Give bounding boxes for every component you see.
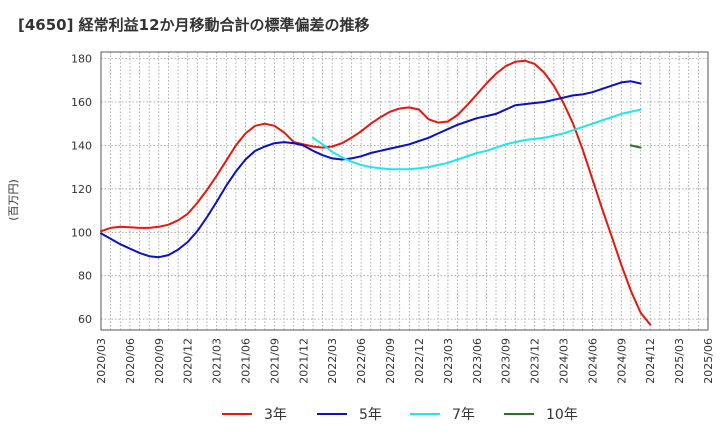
x-tick-label: 2025/06 <box>702 338 715 384</box>
legend: 3年 5年 7年 10年 <box>222 407 578 423</box>
x-tick-label: 2020/12 <box>182 338 195 384</box>
x-axis: 2020/03 2020/06 2020/09 2020/12 2021/03 2021/… <box>95 338 715 384</box>
y-tick-label: 140 <box>71 139 92 152</box>
x-tick-label: 2020/09 <box>153 338 166 384</box>
legend-label: 10年 <box>546 407 578 423</box>
series-line-1 <box>100 59 652 326</box>
legend-label: 7年 <box>452 407 475 423</box>
x-tick-label: 2024/06 <box>586 338 599 384</box>
x-tick-label: 2020/06 <box>124 338 137 384</box>
y-tick-label: 180 <box>71 53 92 66</box>
x-tick-label: 2023/03 <box>442 338 455 384</box>
y-axis: 60 80 100 120 140 160 180 <box>71 53 92 327</box>
x-tick-label: 2022/12 <box>413 338 426 384</box>
x-tick-label: 2022/06 <box>355 338 368 384</box>
series-lines <box>100 59 652 326</box>
x-tick-label: 2021/12 <box>297 338 310 384</box>
series-line-4 <box>629 144 642 149</box>
legend-label: 3年 <box>264 407 287 423</box>
x-tick-label: 2022/09 <box>384 338 397 384</box>
y-tick-label: 100 <box>71 226 92 239</box>
x-tick-label: 2024/12 <box>644 338 657 384</box>
x-tick-label: 2022/03 <box>326 338 339 384</box>
x-tick-label: 2024/03 <box>557 338 570 384</box>
x-tick-label: 2023/06 <box>471 338 484 384</box>
y-tick-label: 120 <box>71 183 92 196</box>
x-tick-label: 2021/09 <box>268 338 281 384</box>
x-tick-label: 2020/03 <box>95 338 108 384</box>
y-tick-label: 80 <box>78 270 92 283</box>
plot-area-frame <box>100 51 709 331</box>
series-line-2 <box>100 80 642 259</box>
x-tick-label: 2023/12 <box>529 338 542 384</box>
legend-label: 5年 <box>359 407 382 423</box>
series-line-3 <box>312 108 642 171</box>
x-tick-label: 2024/09 <box>615 338 628 384</box>
y-axis-label: (百万円) <box>7 179 20 221</box>
y-tick-label: 60 <box>78 313 92 326</box>
x-tick-label: 2025/03 <box>673 338 686 384</box>
x-tick-label: 2021/06 <box>240 338 253 384</box>
x-tick-label: 2021/03 <box>211 338 224 384</box>
grid <box>100 52 709 330</box>
x-tick-label: 2023/09 <box>500 338 513 384</box>
y-tick-label: 160 <box>71 96 92 109</box>
chart-title: [4650] 経常利益12か月移動合計の標準偏差の推移 <box>18 16 370 34</box>
